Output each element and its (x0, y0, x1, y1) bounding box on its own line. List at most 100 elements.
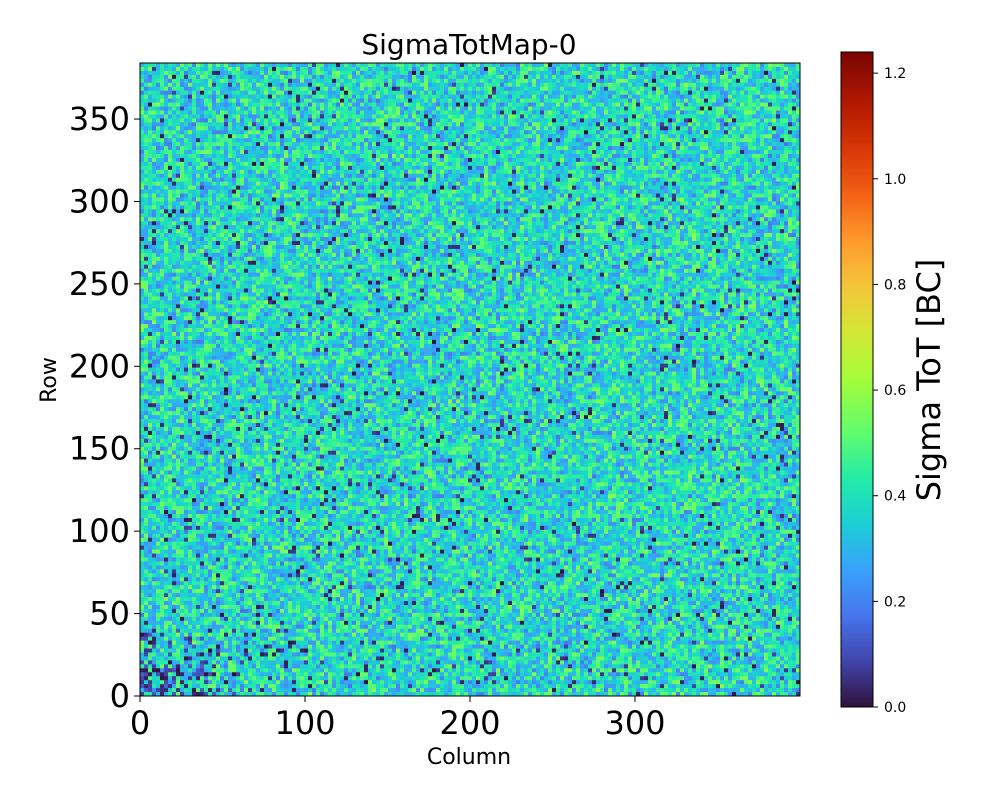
heatmap-cell (260, 102, 265, 107)
heatmap-cell (760, 94, 765, 99)
heatmap-cell (568, 153, 573, 159)
heatmap-cell (320, 106, 325, 111)
heatmap-cell (192, 90, 197, 95)
heatmap-cell (456, 82, 461, 88)
heatmap-cell (488, 150, 493, 155)
heatmap-cell (532, 70, 537, 76)
heatmap-cell (772, 142, 777, 147)
heatmap-cell (656, 86, 661, 92)
heatmap-cell (416, 169, 421, 175)
heatmap-cell (496, 114, 501, 119)
heatmap-cell (564, 82, 569, 88)
heatmap-cell (152, 106, 157, 111)
heatmap-cell (712, 142, 717, 147)
heatmap-cell (480, 165, 485, 171)
heatmap-cell (248, 122, 253, 127)
heatmap-cell (292, 78, 297, 84)
heatmap-cell (164, 126, 169, 131)
heatmap-cell (392, 118, 397, 123)
heatmap-cell (792, 90, 797, 95)
heatmap-cell (332, 126, 337, 131)
heatmap-cell (440, 86, 445, 92)
heatmap-cell (196, 142, 201, 147)
heatmap-cell (760, 102, 765, 107)
heatmap-cell (652, 106, 657, 111)
heatmap-cell (300, 66, 305, 72)
heatmap-cell (784, 165, 789, 171)
heatmap-cell (592, 82, 597, 88)
heatmap-cell (268, 118, 273, 123)
heatmap-cell (152, 102, 157, 107)
heatmap-cell (796, 138, 801, 143)
heatmap-cell (444, 114, 449, 119)
heatmap-cell (176, 126, 181, 131)
heatmap-cell (620, 177, 625, 183)
heatmap-cell (332, 146, 337, 151)
heatmap-cell (568, 134, 573, 139)
heatmap-cell (152, 134, 157, 139)
heatmap-cell (544, 114, 549, 119)
heatmap-cell (280, 63, 285, 68)
heatmap-cell (304, 90, 309, 95)
heatmap-cell (220, 70, 225, 76)
heatmap-cell (488, 106, 493, 111)
heatmap-cell (744, 98, 749, 103)
heatmap-cell (740, 110, 745, 115)
heatmap-cell (520, 142, 525, 147)
heatmap-cell (644, 118, 649, 123)
heatmap-cell (256, 114, 261, 119)
heatmap-cell (164, 169, 169, 175)
heatmap-cell (780, 134, 785, 139)
heatmap-cell (792, 169, 797, 175)
heatmap-cell (748, 118, 753, 123)
heatmap-cell (560, 106, 565, 111)
heatmap-cell (284, 102, 289, 107)
heatmap-cell (720, 102, 725, 107)
heatmap-cell (300, 90, 305, 95)
heatmap-cell (396, 126, 401, 131)
heatmap-cell (140, 70, 145, 76)
heatmap-cell (732, 94, 737, 99)
heatmap-cell (792, 106, 797, 111)
heatmap-cell (140, 153, 145, 159)
heatmap-cell (340, 165, 345, 171)
heatmap-cell (652, 173, 657, 179)
heatmap-cell (568, 138, 573, 143)
heatmap-cell (312, 130, 317, 135)
heatmap-cell (568, 150, 573, 155)
heatmap-cell (248, 161, 253, 167)
heatmap-cell (576, 138, 581, 143)
heatmap-cell (656, 150, 661, 155)
heatmap-cell (452, 142, 457, 147)
heatmap-cell (772, 90, 777, 95)
heatmap-cell (740, 102, 745, 107)
heatmap-cell (228, 110, 233, 115)
heatmap-cell (444, 153, 449, 159)
heatmap-cell (732, 78, 737, 84)
heatmap-cell (596, 106, 601, 111)
heatmap-cell (696, 102, 701, 107)
heatmap-cell (456, 126, 461, 131)
heatmap-cell (536, 165, 541, 171)
heatmap-cell (276, 142, 281, 147)
heatmap-cell (768, 169, 773, 175)
heatmap-cell (304, 102, 309, 107)
heatmap-cell (488, 134, 493, 139)
heatmap-cell (272, 70, 277, 76)
heatmap-cell (400, 110, 405, 115)
heatmap-cell (348, 161, 353, 167)
heatmap-cell (648, 86, 653, 92)
heatmap-cell (644, 126, 649, 131)
heatmap-cell (488, 146, 493, 151)
heatmap-cell (172, 173, 177, 179)
heatmap-cell (324, 110, 329, 115)
heatmap-cell (404, 130, 409, 135)
heatmap-cell (456, 98, 461, 103)
heatmap-cell (604, 90, 609, 95)
heatmap-cell (764, 74, 769, 80)
heatmap-cell (632, 126, 637, 131)
heatmap-cell (584, 146, 589, 151)
heatmap-cell (308, 106, 313, 111)
heatmap-cell (368, 173, 373, 179)
